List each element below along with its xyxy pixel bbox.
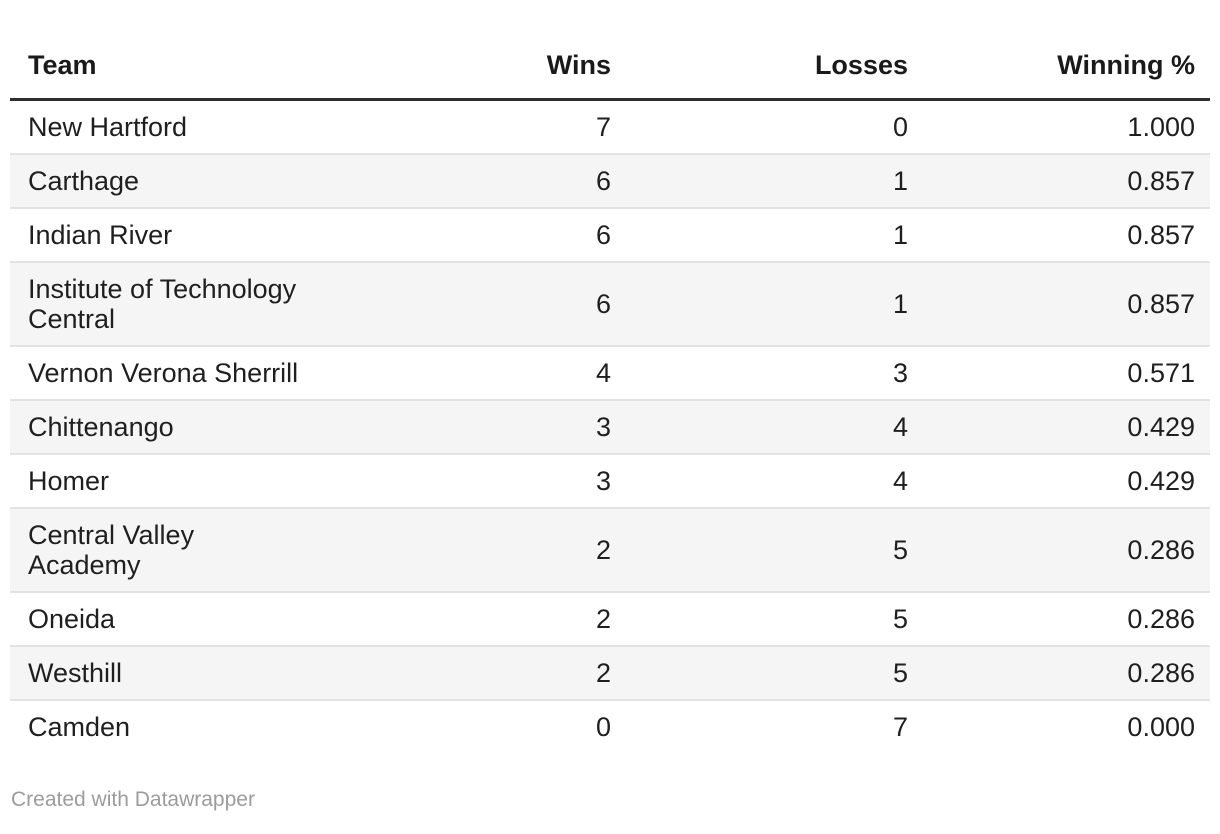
table-row: Westhill 2 5 0.286 <box>10 646 1210 700</box>
wins-cell: 6 <box>595 220 611 250</box>
winning-pct-cell: 0.429 <box>1127 466 1195 496</box>
team-cell: Homer <box>28 466 110 496</box>
winning-pct-cell: 0.857 <box>1127 220 1195 250</box>
table-row: Indian River 6 1 0.857 <box>10 208 1210 262</box>
table-row: Vernon Verona Sherrill 4 3 0.571 <box>10 346 1210 400</box>
table-row: New Hartford 7 0 1.000 <box>10 100 1210 155</box>
wins-cell: 2 <box>595 658 611 688</box>
table-header: Team Wins Losses Winning % <box>10 34 1210 100</box>
table-body: New Hartford 7 0 1.000 Carthage 6 1 0.857 Indian… <box>10 100 1210 754</box>
column-header-team: Team <box>28 50 97 80</box>
losses-cell: 5 <box>892 535 908 565</box>
wins-cell: 6 <box>595 289 611 319</box>
team-cell: Westhill <box>28 658 123 688</box>
wins-cell: 2 <box>595 535 611 565</box>
losses-cell: 4 <box>892 412 908 442</box>
column-header-losses: Losses <box>814 50 908 80</box>
header-row: Team Wins Losses Winning % <box>10 34 1210 100</box>
table-row: Central Valley Academy 2 5 0.286 <box>10 508 1210 592</box>
table-row: Carthage 6 1 0.857 <box>10 154 1210 208</box>
wins-cell: 3 <box>595 466 611 496</box>
wins-cell: 0 <box>595 712 611 742</box>
losses-cell: 1 <box>892 289 908 319</box>
losses-cell: 4 <box>892 466 908 496</box>
table-row: Institute of Technology Central 6 1 0.857 <box>10 262 1210 346</box>
winning-pct-cell: 0.286 <box>1127 535 1195 565</box>
table-row: Camden 0 7 0.000 <box>10 700 1210 753</box>
datawrapper-table-chart: Team Wins Losses Winning % New Hartford 7… <box>10 34 1210 811</box>
winning-pct-cell: 0.429 <box>1127 412 1195 442</box>
team-cell: Indian River <box>28 220 173 250</box>
table-row: Chittenango 3 4 0.429 <box>10 400 1210 454</box>
wins-cell: 2 <box>595 604 611 634</box>
losses-cell: 5 <box>892 658 908 688</box>
table-row: Oneida 2 5 0.286 <box>10 592 1210 646</box>
losses-cell: 3 <box>892 358 908 388</box>
wins-cell: 7 <box>595 112 611 142</box>
column-header-wins: Wins <box>546 50 611 80</box>
winning-pct-cell: 0.857 <box>1127 166 1195 196</box>
standings-table: Team Wins Losses Winning % New Hartford 7… <box>10 34 1210 753</box>
winning-pct-cell: 0.571 <box>1127 358 1195 388</box>
wins-cell: 3 <box>595 412 611 442</box>
winning-pct-cell: 0.857 <box>1127 289 1195 319</box>
team-cell: New Hartford <box>28 112 188 142</box>
team-cell: Institute of Technology Central <box>28 274 297 334</box>
wins-cell: 4 <box>595 358 611 388</box>
winning-pct-cell: 0.286 <box>1127 604 1195 634</box>
team-cell: Central Valley Academy <box>28 520 195 580</box>
losses-cell: 1 <box>892 220 908 250</box>
losses-cell: 5 <box>892 604 908 634</box>
column-header-winning-pct: Winning % <box>1057 50 1195 80</box>
team-cell: Carthage <box>28 166 140 196</box>
team-cell: Camden <box>28 712 131 742</box>
winning-pct-cell: 0.000 <box>1127 712 1195 742</box>
team-cell: Oneida <box>28 604 116 634</box>
losses-cell: 1 <box>892 166 908 196</box>
winning-pct-cell: 1.000 <box>1127 112 1195 142</box>
winning-pct-cell: 0.286 <box>1127 658 1195 688</box>
table-row: Homer 3 4 0.429 <box>10 454 1210 508</box>
losses-cell: 0 <box>892 112 908 142</box>
wins-cell: 6 <box>595 166 611 196</box>
losses-cell: 7 <box>892 712 908 742</box>
datawrapper-credit: Created with Datawrapper <box>11 788 255 811</box>
team-cell: Vernon Verona Sherrill <box>28 358 299 388</box>
team-cell: Chittenango <box>28 412 174 442</box>
